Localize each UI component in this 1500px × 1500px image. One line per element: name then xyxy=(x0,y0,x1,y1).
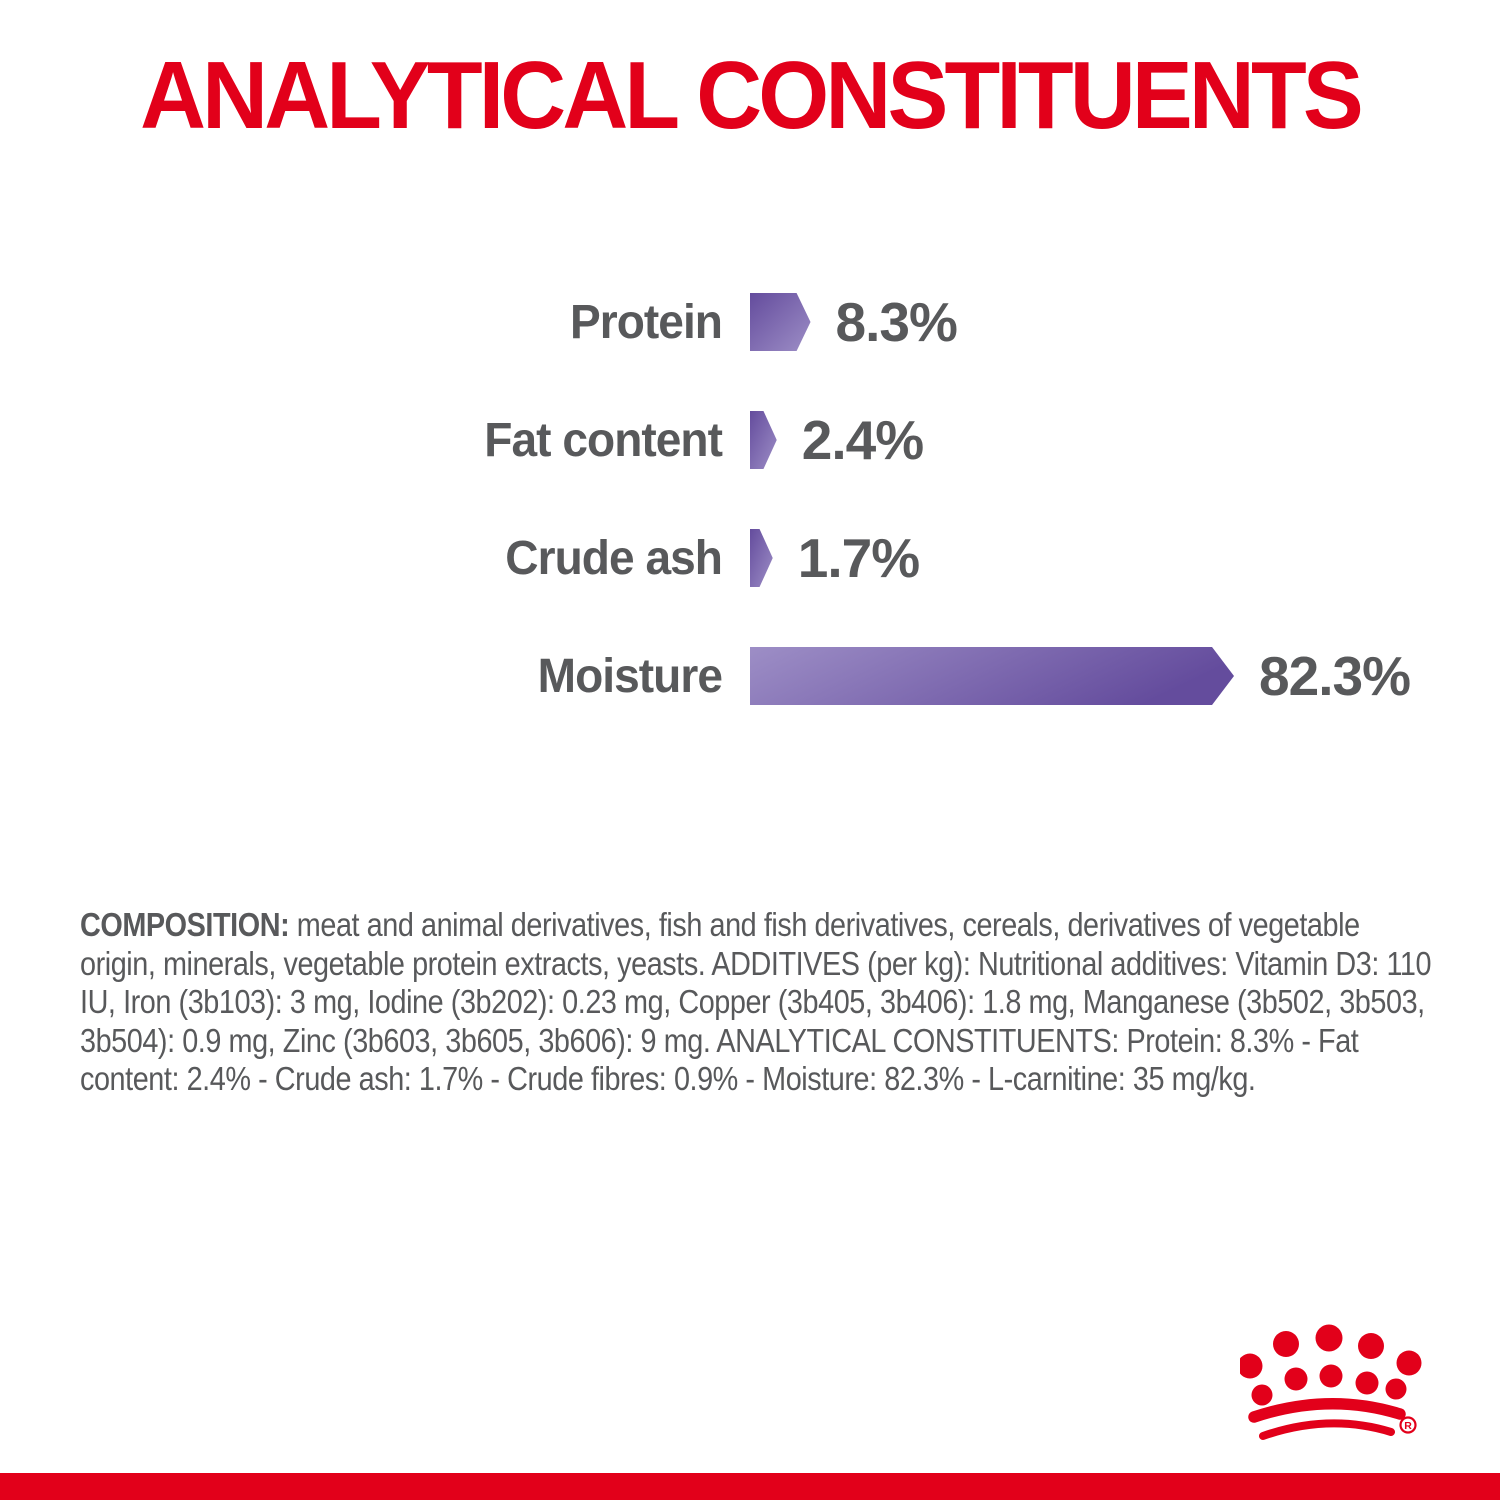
crown-dots xyxy=(1240,1324,1422,1406)
composition-body: meat and animal derivatives, fish and fi… xyxy=(80,906,1432,1097)
bar-value-protein: 8.3% xyxy=(835,291,958,353)
bar-moisture xyxy=(750,647,1235,705)
bar-label-crude-ash: Crude ash xyxy=(505,531,723,585)
bar-value-moisture: 82.3% xyxy=(1259,645,1411,707)
composition-text: COMPOSITION: meat and animal derivatives… xyxy=(80,906,1442,1099)
chart-row-crude-ash: Crude ash 1.7% xyxy=(0,499,1500,617)
bar-label-moisture: Moisture xyxy=(537,649,723,703)
chart-row-protein: Protein 8.3% xyxy=(0,263,1500,381)
svg-text:R: R xyxy=(1404,1420,1412,1432)
page-title: ANALYTICAL CONSTITUENTS xyxy=(140,42,1364,149)
bar-label-protein: Protein xyxy=(569,295,723,349)
bar-crude-ash xyxy=(750,529,773,587)
bar-fat-content xyxy=(750,411,777,469)
chart-row-fat-content: Fat content 2.4% xyxy=(0,381,1500,499)
crown-base-arc-thick xyxy=(1248,1397,1406,1423)
bar-value-fat-content: 2.4% xyxy=(801,409,924,471)
analytical-constituents-chart: Protein 8.3% Fat content 2.4% Crude ash … xyxy=(0,263,1500,735)
bar-label-fat-content: Fat content xyxy=(484,413,723,467)
chart-row-moisture: Moisture 82.3% xyxy=(0,617,1500,735)
crown-base-arc-thin xyxy=(1259,1419,1395,1440)
composition-lead-label: COMPOSITION: xyxy=(80,906,290,943)
footer-red-bar xyxy=(0,1473,1500,1500)
registered-trademark-icon: R xyxy=(1399,1416,1417,1434)
bar-protein xyxy=(750,293,811,351)
royal-canin-crown-logo: R xyxy=(1240,1324,1422,1440)
bar-value-crude-ash: 1.7% xyxy=(797,527,920,589)
